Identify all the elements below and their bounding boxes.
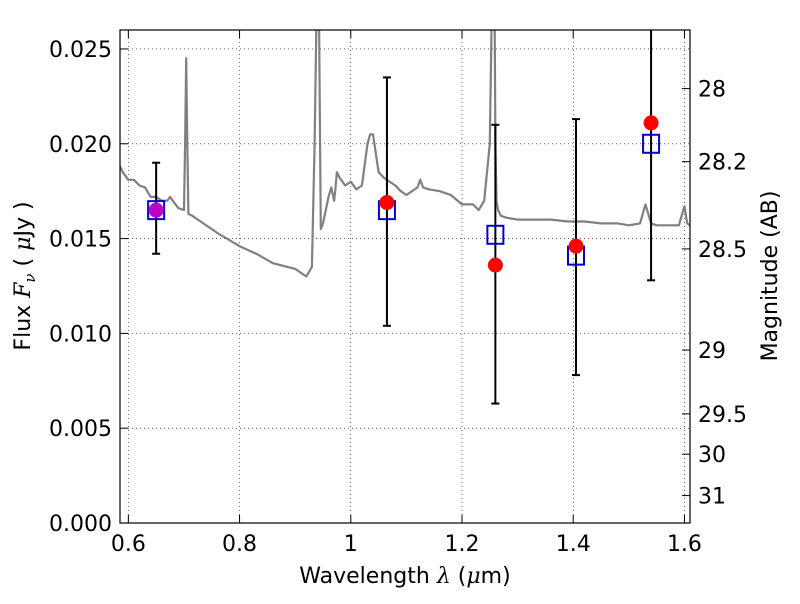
y-tick-label: 0.005: [49, 417, 112, 442]
y-axis-label: Flux Fν ( μJy ): [11, 201, 39, 350]
magnitude-tick-label: 28.5: [698, 238, 747, 263]
plot-frame: [119, 29, 691, 524]
model-photometry-square: [486, 224, 505, 245]
x-tick-label: 1.4: [556, 532, 591, 557]
magnitude-axis-ticks: 28 28.2 28.5 29 29.5 30 31: [682, 78, 747, 510]
magnitude-tick-label: 28: [698, 78, 726, 103]
marker-layer: [147, 115, 661, 273]
magnitude-tick-label: 30: [698, 443, 726, 468]
x-tick-label: 0.6: [111, 532, 146, 557]
x-axis-label: Wavelength λ (μm): [299, 564, 510, 589]
x-axis-ticks: 0.6 0.8 1 1.2 1.4 1.6: [111, 30, 702, 557]
model-photometry-square: [642, 133, 661, 154]
magnitude-tick-label: 29: [698, 339, 726, 364]
x-tick-label: 1.6: [667, 532, 702, 557]
x-tick-label: 1.2: [445, 532, 480, 557]
y-tick-label: 0.000: [49, 512, 112, 537]
y-axis-ticks: 0.000 0.005 0.010 0.015 0.020 0.025: [49, 38, 128, 537]
magnitude-axis-label: Magnitude (AB): [758, 191, 783, 362]
observed-photometry-point: [379, 195, 395, 211]
spectrum-line: [120, 30, 690, 278]
magnitude-tick-label: 31: [698, 485, 726, 510]
magnitude-tick-label: 29.5: [698, 403, 747, 428]
y-tick-label: 0.020: [49, 133, 112, 158]
x-tick-label: 0.8: [222, 532, 257, 557]
model-photometry-square: [147, 200, 166, 221]
spectrum-layer: [120, 30, 690, 278]
observed-photometry-point: [643, 115, 659, 131]
magnitude-tick-label: 28.2: [698, 151, 747, 176]
errorbar-layer: [152, 30, 656, 405]
y-tick-label: 0.015: [49, 228, 112, 253]
y-tick-label: 0.025: [49, 38, 112, 63]
grid: [120, 30, 690, 524]
observed-photometry-point: [148, 202, 164, 218]
x-tick-label: 1: [344, 532, 358, 557]
observed-photometry-point: [568, 238, 584, 254]
observed-photometry-point: [487, 257, 503, 273]
y-tick-label: 0.010: [49, 322, 112, 347]
